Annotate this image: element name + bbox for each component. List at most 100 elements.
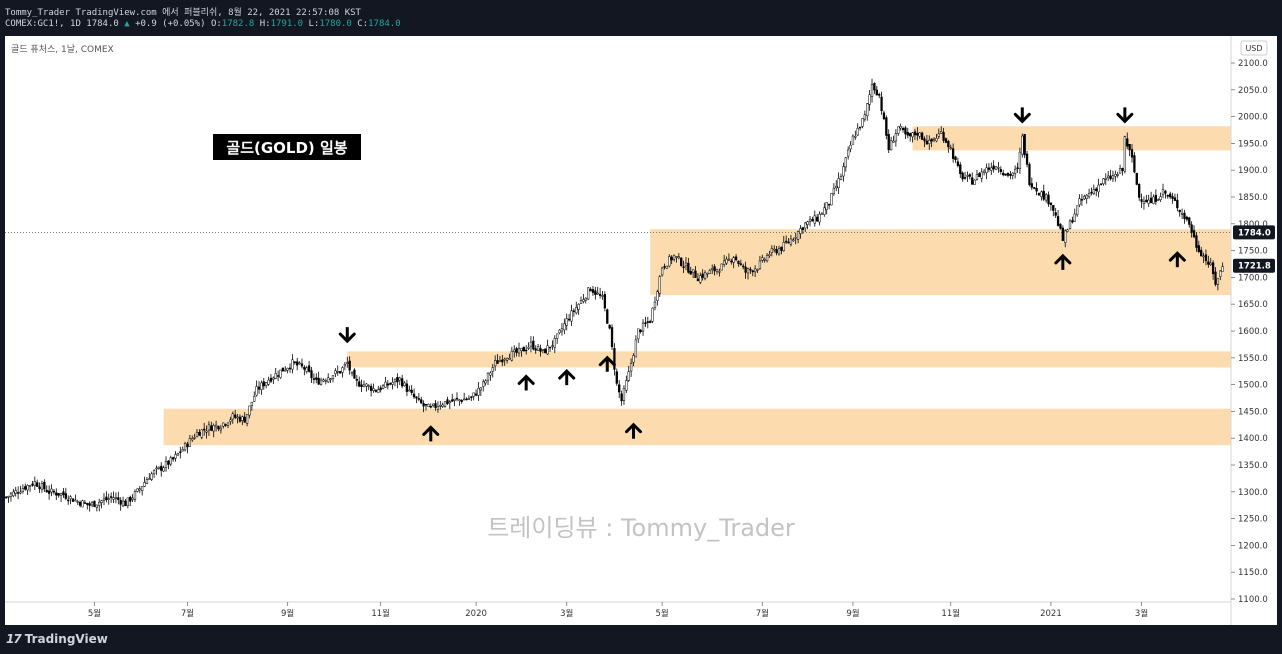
candle-body [1040, 191, 1043, 197]
candle-body [868, 94, 871, 105]
candle-body [24, 486, 27, 490]
candle-body [525, 349, 528, 352]
candle-body [422, 403, 425, 407]
candle-body [646, 321, 649, 323]
candle-body [1166, 195, 1169, 197]
candle-body [775, 249, 778, 254]
candle-body [725, 258, 728, 264]
candle-body [873, 83, 876, 91]
candle-body [76, 501, 79, 503]
candle-body [231, 413, 234, 420]
candle-body [632, 355, 635, 363]
candle-body [942, 132, 945, 141]
candle-body [210, 425, 213, 431]
candle-body [689, 270, 692, 275]
candle-body [613, 347, 616, 370]
candle-body [172, 457, 175, 460]
currency-badge[interactable]: USD [1240, 40, 1268, 56]
candle-body [19, 491, 22, 494]
y-tick-label: 1400.0 [1238, 434, 1268, 444]
candle-body [894, 133, 898, 142]
tradingview-logo[interactable]: 17 TradingView [6, 632, 108, 646]
candle-body [303, 366, 306, 370]
candle-body [665, 265, 669, 269]
candle-body [653, 301, 657, 308]
candle-body [396, 377, 399, 383]
candle-body [515, 348, 518, 353]
candle-body [715, 269, 719, 272]
candle-body [1061, 227, 1064, 241]
watermark: 트레이딩뷰 : Tommy_Trader [487, 514, 795, 542]
candle-body [887, 134, 890, 151]
candle-body [260, 382, 263, 390]
candle-body [114, 497, 118, 499]
candle-body [408, 389, 411, 392]
candle-body [312, 378, 316, 380]
candle-body [453, 398, 456, 401]
candle-body [341, 367, 344, 373]
candle-body [1066, 229, 1069, 232]
legend-label: 골드 퓨처스, 1날, COMEX [11, 43, 114, 55]
candle-body [424, 404, 428, 406]
price-axis[interactable]: 2100.0 2050.0 2000.0 1950.0 1900.0 1850.0 1800… [1231, 59, 1268, 605]
support-resistance-zone [619, 351, 1231, 368]
candle-body [164, 461, 168, 468]
candle-body [1047, 194, 1050, 205]
candle-body [272, 377, 275, 380]
candle-body [36, 482, 39, 487]
candle-body [947, 141, 950, 148]
candle-body [694, 270, 697, 278]
candle-body [1087, 193, 1091, 198]
x-tick-label: 11월 [371, 608, 390, 619]
candle-body [1013, 168, 1017, 174]
candle-body [842, 166, 845, 177]
candle-body [749, 268, 752, 271]
candle-body [427, 404, 430, 407]
candle-body [93, 500, 96, 507]
candle-body [150, 473, 153, 480]
candle-body [236, 416, 239, 419]
candle-body [262, 381, 265, 387]
candle-body [992, 165, 995, 170]
candle-body [369, 386, 373, 391]
candle-body [625, 380, 628, 391]
candle-body [1092, 189, 1096, 195]
candle-body [639, 329, 642, 332]
candle-body [990, 167, 993, 171]
candle-body [224, 424, 227, 426]
candle-body [420, 399, 423, 404]
chart-area[interactable]: 골드 퓨처스, 1날, COMEX 골드(GOLD) 일봉 트레이딩뷰 : To… [5, 36, 1277, 625]
candle-body [434, 403, 437, 408]
candle-body [629, 363, 633, 372]
candle-body [885, 117, 888, 136]
candle-body [365, 383, 368, 387]
candle-body [245, 414, 249, 424]
candle-body [1004, 173, 1007, 176]
candle-body [780, 246, 783, 251]
candle-body [544, 348, 547, 354]
candle-body [329, 378, 332, 380]
candle-body [892, 140, 895, 143]
candle-body [923, 138, 926, 142]
candle-body [1073, 213, 1076, 222]
candle-body [288, 367, 292, 370]
candle-body [560, 328, 564, 332]
candle-body [799, 228, 802, 234]
candle-body [761, 257, 764, 261]
candle-body [1149, 197, 1153, 204]
y-tick-label: 1850.0 [1238, 193, 1268, 203]
up-arrow-icon [558, 368, 576, 386]
candle-body [567, 318, 571, 321]
price-chart[interactable]: 골드 퓨처스, 1날, COMEX 골드(GOLD) 일봉 트레이딩뷰 : To… [5, 36, 1277, 625]
candle-body [12, 491, 15, 496]
candle-body [985, 167, 988, 174]
candle-body [1025, 153, 1029, 165]
candle-body [315, 377, 318, 380]
time-axis[interactable]: 5월 7월 9월 11월 2020 3월 5월 7월 9월 11월 2021 3월 [88, 602, 1148, 619]
candle-body [811, 219, 814, 222]
candle-body [98, 501, 101, 506]
candle-body [28, 485, 32, 487]
candle-body [448, 401, 451, 404]
change-value: +0.9 (+0.05%) [135, 19, 206, 29]
candle-body [38, 486, 41, 490]
